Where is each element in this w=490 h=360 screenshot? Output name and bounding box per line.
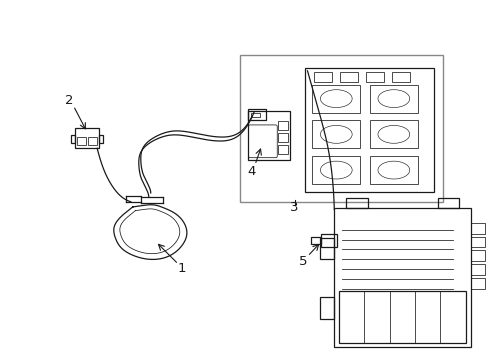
Text: 5: 5	[299, 255, 308, 268]
Bar	[240, 55, 443, 202]
Bar	[346, 198, 368, 208]
Bar	[471, 237, 485, 247]
Bar	[321, 234, 337, 247]
Text: 3: 3	[291, 201, 299, 214]
Bar	[248, 111, 290, 160]
Bar	[471, 264, 485, 275]
Bar	[315, 72, 332, 82]
Bar	[312, 237, 321, 244]
Bar	[99, 135, 103, 143]
Bar	[438, 198, 459, 208]
Bar	[471, 251, 485, 261]
Bar	[305, 68, 434, 192]
Bar	[72, 135, 75, 143]
Text: 1: 1	[177, 262, 186, 275]
Bar	[471, 278, 485, 289]
Bar	[340, 72, 358, 82]
Bar	[392, 72, 410, 82]
Bar	[370, 121, 417, 148]
Bar	[366, 72, 384, 82]
Bar	[88, 137, 97, 145]
Text: 2: 2	[65, 94, 74, 107]
Bar	[313, 156, 360, 184]
Bar	[313, 121, 360, 148]
Bar	[334, 208, 471, 347]
Bar	[370, 156, 417, 184]
Bar	[370, 85, 417, 113]
Bar	[339, 291, 466, 343]
Bar	[313, 85, 360, 113]
Bar	[278, 145, 288, 154]
Bar	[320, 297, 334, 319]
Bar	[75, 129, 99, 148]
Bar	[77, 137, 86, 145]
Text: 4: 4	[248, 165, 256, 177]
Bar	[251, 113, 260, 117]
Bar	[320, 238, 334, 260]
Bar	[471, 223, 485, 234]
Bar	[278, 133, 288, 142]
Bar	[278, 121, 288, 130]
Bar	[248, 109, 266, 121]
